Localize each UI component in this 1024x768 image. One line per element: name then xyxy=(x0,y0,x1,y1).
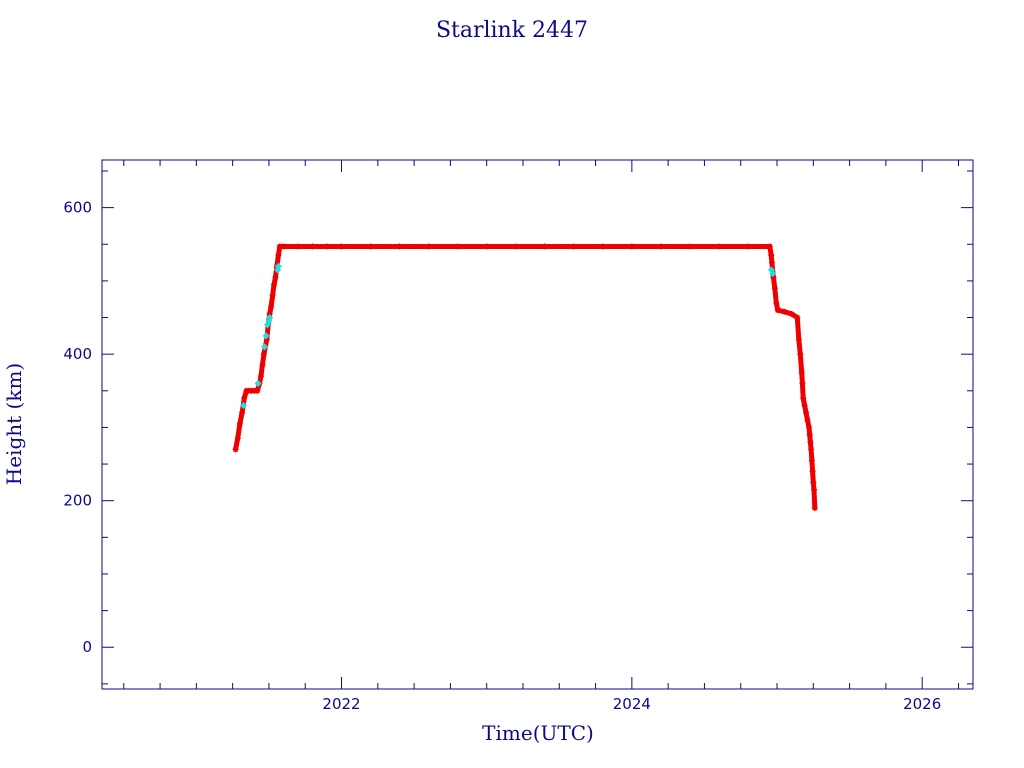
data-point xyxy=(766,243,773,250)
data-point xyxy=(268,303,275,310)
data-point xyxy=(628,243,635,250)
data-point xyxy=(800,395,807,402)
data-point xyxy=(811,486,818,493)
y-tick-label: 200 xyxy=(63,492,92,510)
data-point xyxy=(367,243,374,250)
data-point xyxy=(234,435,241,442)
data-point xyxy=(804,417,811,424)
data-point xyxy=(686,243,693,250)
data-point xyxy=(599,243,606,250)
data-point xyxy=(794,314,801,321)
data-point-cyan xyxy=(240,401,248,409)
data-point-cyan xyxy=(274,262,282,270)
x-tick-label: 2024 xyxy=(613,695,651,713)
data-point xyxy=(807,439,814,446)
data-point xyxy=(808,457,815,464)
data-point xyxy=(396,243,403,250)
data-point xyxy=(232,446,239,453)
data-point xyxy=(799,380,806,387)
x-tick-label: 2022 xyxy=(322,695,360,713)
y-axis-tick-labels: 0 200 400 600 xyxy=(63,199,92,657)
data-point xyxy=(808,446,815,453)
data-point xyxy=(771,285,778,292)
data-point xyxy=(269,292,276,299)
y-axis-ticks xyxy=(102,170,973,685)
data-point xyxy=(260,351,267,358)
data-point xyxy=(541,243,548,250)
y-axis-label: Height (km) xyxy=(2,363,26,485)
data-point xyxy=(774,307,781,314)
data-point-cyan xyxy=(769,270,777,278)
x-axis-ticks xyxy=(123,160,959,689)
data-point-cyan xyxy=(261,343,269,351)
data-point xyxy=(241,395,248,402)
data-point xyxy=(744,243,751,250)
data-point xyxy=(795,336,802,343)
data-point xyxy=(309,243,316,250)
plot-frame xyxy=(101,159,974,690)
data-point xyxy=(338,243,345,250)
data-point xyxy=(801,402,808,409)
data-point xyxy=(715,243,722,250)
data-point xyxy=(773,299,780,306)
data-point xyxy=(272,274,279,281)
data-point xyxy=(781,308,788,315)
chart-title: Starlink 2447 xyxy=(436,18,588,43)
data-point xyxy=(254,387,261,394)
data-point xyxy=(259,362,266,369)
data-point xyxy=(806,431,813,438)
data-point xyxy=(788,310,795,317)
data-point xyxy=(425,243,432,250)
data-point xyxy=(512,243,519,250)
x-axis-tick-labels: 2022 2024 2026 xyxy=(322,695,941,713)
series-red-track xyxy=(233,244,818,511)
data-point xyxy=(275,252,282,259)
data-point xyxy=(324,243,331,250)
data-point xyxy=(798,369,805,376)
data-point-cyan xyxy=(254,379,262,388)
data-point xyxy=(257,373,264,380)
data-point xyxy=(239,409,246,416)
data-point xyxy=(454,243,461,250)
data-point-cyan xyxy=(262,332,270,340)
series-red-points xyxy=(232,243,818,512)
data-point xyxy=(570,243,577,250)
data-point xyxy=(271,281,278,288)
series-cyan-points xyxy=(240,262,777,409)
data-point xyxy=(657,243,664,250)
y-tick-label: 600 xyxy=(63,199,92,217)
data-point xyxy=(803,409,810,416)
data-point xyxy=(294,243,301,250)
x-tick-label: 2026 xyxy=(903,695,941,713)
data-point xyxy=(797,351,804,358)
data-point xyxy=(809,468,816,475)
y-tick-label: 0 xyxy=(82,638,92,656)
data-point xyxy=(280,243,287,250)
data-point xyxy=(236,420,243,427)
data-point xyxy=(768,252,775,259)
data-point xyxy=(805,424,812,431)
data-point-cyan xyxy=(266,313,274,322)
y-tick-label: 400 xyxy=(63,345,92,363)
x-axis-label: Time(UTC) xyxy=(482,721,594,745)
data-point xyxy=(811,505,818,512)
data-point xyxy=(810,479,817,486)
data-point xyxy=(768,259,775,266)
data-point xyxy=(483,243,490,250)
